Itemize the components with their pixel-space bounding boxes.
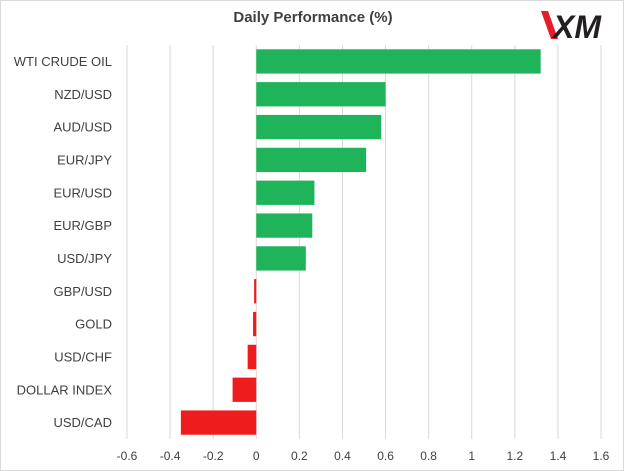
bar — [253, 311, 257, 337]
bar — [180, 410, 257, 435]
x-tick-label: 0.4 — [334, 449, 351, 463]
bar — [256, 246, 306, 271]
logo-red-slash — [541, 11, 558, 39]
x-tick-label: -0.2 — [203, 449, 224, 463]
xm-logo: XM — [541, 9, 602, 45]
bar — [232, 377, 257, 402]
bar — [256, 49, 541, 74]
x-tick-label: 1 — [468, 449, 475, 463]
x-tick-label: 1.4 — [550, 449, 567, 463]
bar — [247, 344, 257, 370]
category-label: EUR/JPY — [57, 152, 112, 167]
category-label: GOLD — [75, 317, 112, 332]
x-tick-label: 1.2 — [506, 449, 523, 463]
category-label: GBP/USD — [53, 284, 112, 299]
x-tick-label: 0.8 — [420, 449, 437, 463]
bar — [256, 147, 367, 173]
bar — [254, 279, 257, 304]
category-label: EUR/GBP — [53, 218, 112, 233]
category-label: NZD/USD — [54, 87, 112, 102]
x-tick-label: 0 — [253, 449, 260, 463]
bar — [256, 213, 313, 238]
category-label: DOLLAR INDEX — [17, 382, 113, 397]
x-tick-label: 0.2 — [291, 449, 308, 463]
category-label: USD/CHF — [54, 349, 112, 364]
bar — [256, 114, 382, 140]
bar — [256, 82, 386, 107]
bar — [256, 180, 315, 205]
category-label: USD/JPY — [57, 251, 112, 266]
chart-title: Daily Performance (%) — [233, 9, 393, 26]
category-label: USD/CAD — [53, 415, 112, 430]
x-tick-label: 0.6 — [377, 449, 394, 463]
x-tick-label: -0.6 — [117, 449, 138, 463]
category-label: EUR/USD — [53, 185, 112, 200]
category-label: AUD/USD — [53, 120, 112, 135]
x-tick-label: 1.6 — [593, 449, 610, 463]
category-label: WTI CRUDE OIL — [14, 54, 112, 69]
logo-text: XM — [551, 9, 602, 45]
x-tick-label: -0.4 — [160, 449, 181, 463]
